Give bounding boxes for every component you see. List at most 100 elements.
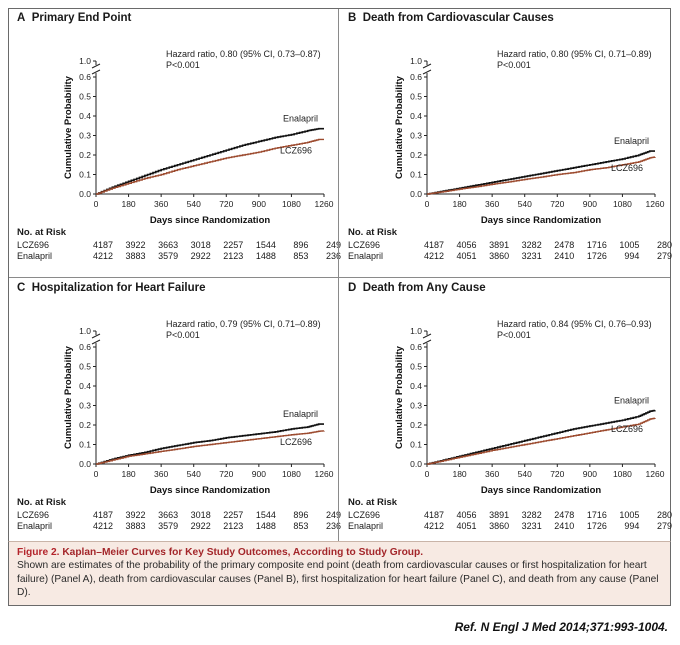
y-tick-label: 1.0 <box>410 56 422 66</box>
risk-value: 3860 <box>489 521 510 531</box>
y-tick-label: 0.3 <box>79 401 91 411</box>
risk-value: 3891 <box>489 240 510 250</box>
risk-value: 896 <box>293 510 309 520</box>
panel-title-text: Death from Any Cause <box>362 282 486 294</box>
figure-caption: Figure 2. Kaplan–Meier Curves for Key St… <box>8 541 671 606</box>
risk-value: 4051 <box>456 251 477 261</box>
panel-divider-vertical <box>338 9 339 541</box>
y-tick-label: 0.3 <box>79 131 91 141</box>
y-tick-label: 0.5 <box>79 362 91 372</box>
risk-value: 2123 <box>223 251 244 261</box>
km-curve-lcz696 <box>427 417 656 465</box>
risk-row-label: Enalapril <box>17 251 53 261</box>
caption-title-text: Kaplan–Meier Curves for Key Study Outcom… <box>62 547 424 558</box>
citation-reference: Ref. N Engl J Med 2014;371:993-1004. <box>454 620 668 634</box>
panel-letter: A <box>17 12 26 24</box>
risk-value: 1005 <box>619 240 640 250</box>
risk-value: 3860 <box>489 251 510 261</box>
km-curve-lcz696 <box>427 156 656 195</box>
x-tick-label: 360 <box>485 469 499 479</box>
curve-label-lcz696: LCZ696 <box>280 145 312 155</box>
x-tick-label: 1080 <box>282 469 301 479</box>
risk-value: 1726 <box>586 521 607 531</box>
panel-title: B Death from Cardiovascular Causes <box>348 12 554 24</box>
risk-table-title: No. at Risk <box>348 227 398 238</box>
axis-break-mark <box>91 63 101 75</box>
p-value-text: P<0.001 <box>497 330 531 340</box>
km-curve-enalapril <box>96 127 324 195</box>
risk-row-lcz696: LCZ696 4187 4056 3891 3282 2478 1716 1005 280 <box>348 240 672 251</box>
risk-value: 3282 <box>521 510 542 520</box>
x-tick-label: 720 <box>219 199 233 209</box>
y-tick-label: 0.5 <box>79 92 91 102</box>
risk-value: 3663 <box>158 240 179 250</box>
x-tick-label: 1260 <box>646 199 665 209</box>
x-tick-label: 900 <box>252 199 266 209</box>
y-tick-label: 0.1 <box>410 170 422 180</box>
risk-row-lcz696: LCZ696 4187 3922 3663 3018 2257 1544 896 249 <box>17 240 341 251</box>
risk-table-title: No. at Risk <box>17 497 67 508</box>
risk-value: 3922 <box>125 510 146 520</box>
x-axis-label: Days since Randomization <box>481 215 602 226</box>
risk-value: 279 <box>656 521 672 531</box>
km-curve-lcz696 <box>96 430 325 465</box>
x-tick-label: 1080 <box>613 199 632 209</box>
risk-value: 2257 <box>223 240 244 250</box>
p-value-text: P<0.001 <box>166 60 200 70</box>
curve-label-enalapril: Enalapril <box>283 114 318 124</box>
risk-row-enalapril: Enalapril 4212 3883 3579 2922 2123 1488 853 236 <box>17 521 341 532</box>
risk-row-label: Enalapril <box>348 521 384 531</box>
km-plot: 0.0 0.1 0.2 0.3 0.4 0.5 0.6 1.0 0 180 360 540 720 900… <box>394 49 665 226</box>
risk-value: 3883 <box>125 251 146 261</box>
y-tick-label: 0.3 <box>410 401 422 411</box>
y-tick-label: 1.0 <box>79 56 91 66</box>
y-tick-label: 0.6 <box>410 342 422 352</box>
risk-value: 1544 <box>255 240 276 250</box>
risk-value: 2410 <box>554 521 575 531</box>
risk-value: 280 <box>656 510 672 520</box>
axis-break-mark <box>422 333 432 345</box>
risk-table: No. at Risk LCZ696 4187 4056 3891 3282 2478 17… <box>348 227 672 262</box>
panel-title: A Primary End Point <box>17 12 131 24</box>
risk-value: 1005 <box>619 510 640 520</box>
risk-value: 4187 <box>423 240 444 250</box>
risk-row-label: Enalapril <box>17 521 53 531</box>
x-tick-label: 0 <box>425 469 430 479</box>
risk-value: 2123 <box>223 521 244 531</box>
risk-value: 4056 <box>456 510 477 520</box>
risk-row-label: LCZ696 <box>17 510 50 520</box>
risk-value: 1488 <box>255 521 276 531</box>
risk-row-label: LCZ696 <box>17 240 50 250</box>
axis-break-mark <box>422 63 432 75</box>
x-tick-label: 0 <box>94 199 99 209</box>
risk-value: 4212 <box>92 251 113 261</box>
y-tick-label: 0.2 <box>79 150 91 160</box>
y-tick-label: 0.4 <box>79 381 91 391</box>
x-tick-label: 1260 <box>646 469 665 479</box>
risk-value: 4187 <box>423 510 444 520</box>
x-tick-label: 360 <box>154 469 168 479</box>
risk-value: 4212 <box>423 521 444 531</box>
risk-value: 853 <box>293 521 309 531</box>
risk-row-lcz696: LCZ696 4187 3922 3663 3018 2257 1544 896 249 <box>17 510 341 521</box>
risk-value: 3922 <box>125 240 146 250</box>
x-tick-label: 540 <box>518 199 532 209</box>
y-tick-label: 0.2 <box>410 420 422 430</box>
y-tick-label: 0.1 <box>79 440 91 450</box>
y-tick-label: 0.3 <box>410 131 422 141</box>
y-tick-label: 0.4 <box>79 111 91 121</box>
panel-title-text: Death from Cardiovascular Causes <box>362 12 554 24</box>
risk-value: 236 <box>325 521 341 531</box>
caption-title: Figure 2. Kaplan–Meier Curves for Key St… <box>17 547 423 558</box>
x-tick-label: 1260 <box>315 199 334 209</box>
x-tick-label: 900 <box>583 199 597 209</box>
risk-value: 1716 <box>586 240 607 250</box>
x-tick-label: 1260 <box>315 469 334 479</box>
x-tick-label: 1080 <box>282 199 301 209</box>
x-tick-label: 0 <box>94 469 99 479</box>
km-plot: 0.0 0.1 0.2 0.3 0.4 0.5 0.6 1.0 0 180 360 540 720 900… <box>63 49 334 226</box>
risk-value: 2478 <box>554 510 575 520</box>
risk-row-enalapril: Enalapril 4212 4051 3860 3231 2410 1726 994 279 <box>348 251 672 262</box>
risk-value: 3231 <box>521 251 542 261</box>
x-tick-label: 720 <box>550 469 564 479</box>
